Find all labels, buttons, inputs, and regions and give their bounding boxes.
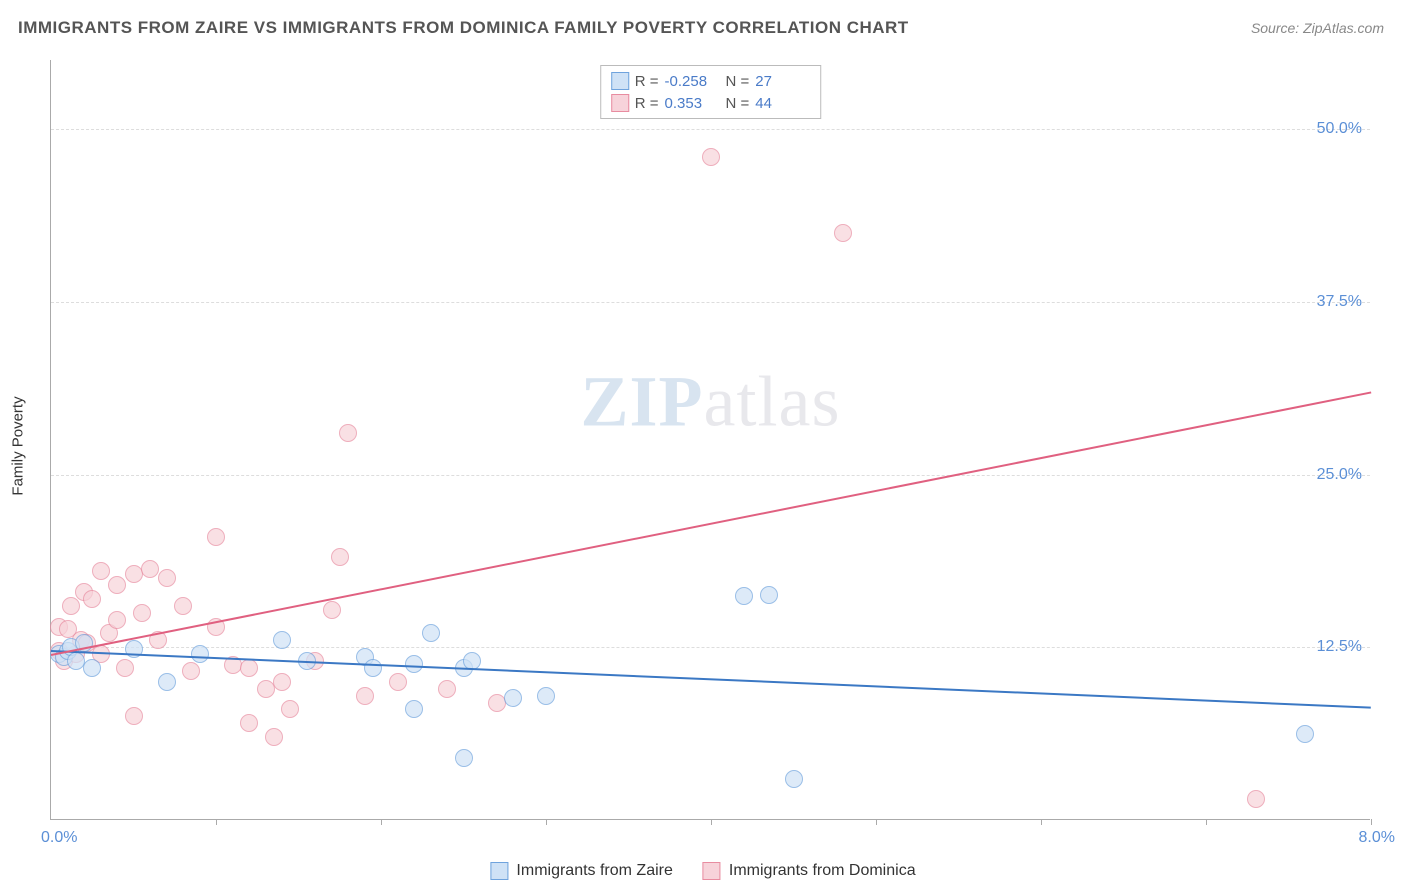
data-point-dominica [323, 601, 341, 619]
y-tick-label: 50.0% [1317, 120, 1362, 138]
data-point-zaire [422, 624, 440, 642]
data-point-dominica [389, 673, 407, 691]
data-point-zaire [273, 631, 291, 649]
swatch-dominica [611, 94, 629, 112]
source-label: Source: [1251, 20, 1299, 36]
data-point-dominica [207, 528, 225, 546]
data-point-zaire [504, 689, 522, 707]
data-point-zaire [364, 659, 382, 677]
x-tick [1041, 819, 1042, 825]
data-point-dominica [257, 680, 275, 698]
data-point-dominica [240, 714, 258, 732]
trendline-zaire [51, 650, 1371, 709]
watermark-atlas: atlas [704, 361, 841, 441]
data-point-dominica [273, 673, 291, 691]
r-label: R = [635, 73, 659, 90]
data-point-dominica [108, 576, 126, 594]
chart-title: IMMIGRANTS FROM ZAIRE VS IMMIGRANTS FROM… [18, 18, 909, 38]
gridline [51, 302, 1370, 303]
data-point-dominica [116, 659, 134, 677]
n-value-dominica: 44 [755, 95, 810, 112]
watermark-zip: ZIP [581, 361, 704, 441]
data-point-dominica [174, 597, 192, 615]
swatch-dominica-bottom [703, 862, 721, 880]
x-max-label: 8.0% [1359, 829, 1395, 847]
x-tick [876, 819, 877, 825]
correlation-legend: R = -0.258 N = 27 R = 0.353 N = 44 [600, 65, 822, 119]
y-tick-label: 37.5% [1317, 293, 1362, 311]
data-point-dominica [356, 687, 374, 705]
data-point-dominica [240, 659, 258, 677]
y-tick-label: 12.5% [1317, 638, 1362, 656]
y-tick-label: 25.0% [1317, 466, 1362, 484]
trendline-dominica [51, 392, 1371, 657]
source-name: ZipAtlas.com [1303, 20, 1384, 36]
y-axis-title: Family Poverty [10, 396, 27, 495]
data-point-zaire [158, 673, 176, 691]
data-point-dominica [702, 148, 720, 166]
data-point-dominica [92, 562, 110, 580]
source-attribution: Source: ZipAtlas.com [1251, 20, 1384, 36]
data-point-dominica [339, 424, 357, 442]
x-tick [1371, 819, 1372, 825]
data-point-dominica [108, 611, 126, 629]
data-point-zaire [760, 586, 778, 604]
data-point-dominica [488, 694, 506, 712]
n-value-zaire: 27 [755, 73, 810, 90]
data-point-dominica [281, 700, 299, 718]
data-point-dominica [83, 590, 101, 608]
x-tick [1206, 819, 1207, 825]
legend-item-zaire: Immigrants from Zaire [490, 862, 672, 880]
data-point-zaire [455, 749, 473, 767]
gridline [51, 129, 1370, 130]
correlation-row-zaire: R = -0.258 N = 27 [611, 70, 811, 92]
series-legend: Immigrants from Zaire Immigrants from Do… [490, 862, 915, 880]
swatch-zaire [611, 72, 629, 90]
x-tick [711, 819, 712, 825]
legend-label-zaire: Immigrants from Zaire [516, 862, 672, 880]
data-point-zaire [191, 645, 209, 663]
data-point-zaire [405, 655, 423, 673]
data-point-dominica [158, 569, 176, 587]
n-label: N = [726, 73, 750, 90]
data-point-dominica [331, 548, 349, 566]
data-point-dominica [265, 728, 283, 746]
data-point-zaire [67, 652, 85, 670]
correlation-row-dominica: R = 0.353 N = 44 [611, 92, 811, 114]
data-point-dominica [62, 597, 80, 615]
data-point-dominica [834, 224, 852, 242]
x-tick [216, 819, 217, 825]
data-point-dominica [125, 565, 143, 583]
x-origin-label: 0.0% [41, 829, 77, 847]
data-point-zaire [537, 687, 555, 705]
gridline [51, 647, 1370, 648]
plot-area: ZIPatlas R = -0.258 N = 27 R = 0.353 N =… [50, 60, 1370, 820]
x-tick [381, 819, 382, 825]
data-point-dominica [141, 560, 159, 578]
data-point-zaire [735, 587, 753, 605]
data-point-zaire [405, 700, 423, 718]
data-point-dominica [1247, 790, 1265, 808]
data-point-dominica [125, 707, 143, 725]
swatch-zaire-bottom [490, 862, 508, 880]
data-point-dominica [182, 662, 200, 680]
r-value-dominica: 0.353 [665, 95, 720, 112]
legend-item-dominica: Immigrants from Dominica [703, 862, 916, 880]
watermark: ZIPatlas [581, 360, 841, 443]
data-point-zaire [83, 659, 101, 677]
legend-label-dominica: Immigrants from Dominica [729, 862, 916, 880]
n-label: N = [726, 95, 750, 112]
data-point-dominica [133, 604, 151, 622]
r-value-zaire: -0.258 [665, 73, 720, 90]
data-point-zaire [785, 770, 803, 788]
gridline [51, 475, 1370, 476]
r-label: R = [635, 95, 659, 112]
data-point-zaire [1296, 725, 1314, 743]
x-tick [546, 819, 547, 825]
data-point-dominica [438, 680, 456, 698]
